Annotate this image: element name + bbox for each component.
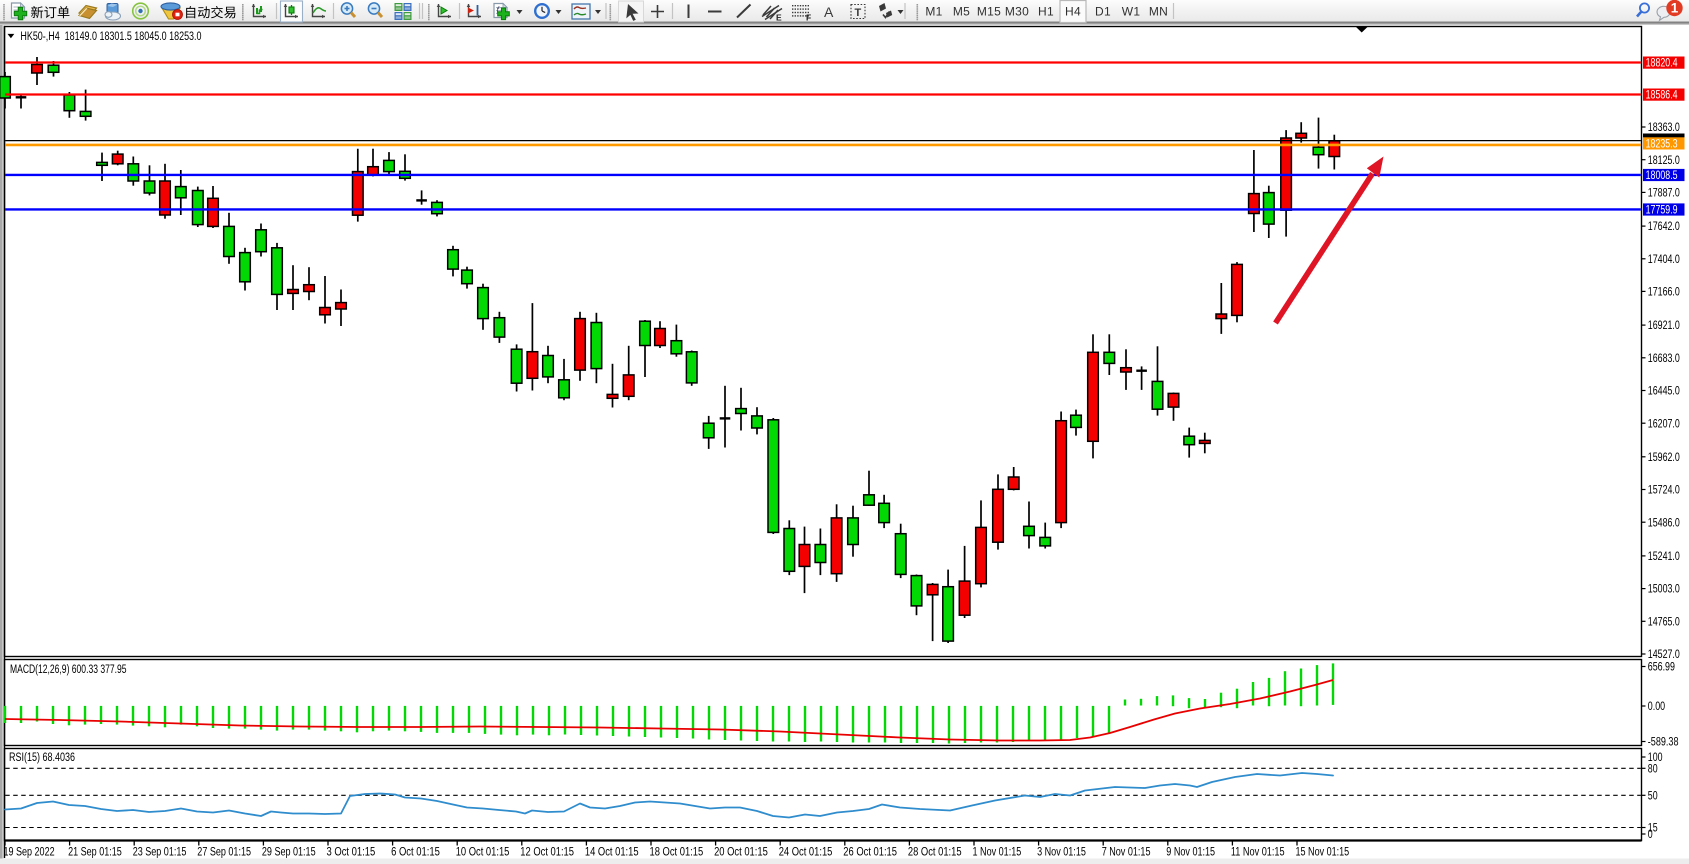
svg-text:D1: D1	[1095, 5, 1111, 19]
svg-text:T: T	[855, 7, 862, 19]
svg-text:M15: M15	[977, 5, 1001, 19]
svg-text:HK50-,H4 18149.0 18301.5 1804: HK50-,H4 18149.0 18301.5 18045.0 18253.0	[20, 29, 201, 43]
svg-text:9 Nov 01:15: 9 Nov 01:15	[1166, 845, 1215, 859]
svg-text:7 Nov 01:15: 7 Nov 01:15	[1102, 845, 1151, 859]
svg-text:18 Oct 01:15: 18 Oct 01:15	[650, 845, 704, 859]
svg-text:15486.0: 15486.0	[1648, 515, 1680, 529]
svg-text:15 Nov 01:15: 15 Nov 01:15	[1296, 845, 1350, 859]
svg-text:0.00: 0.00	[1648, 699, 1665, 713]
svg-text:11 Nov 01:15: 11 Nov 01:15	[1231, 845, 1285, 859]
svg-text:E: E	[776, 13, 782, 23]
svg-text:W1: W1	[1122, 5, 1141, 19]
svg-text:15962.0: 15962.0	[1648, 450, 1680, 464]
svg-text:MN: MN	[1149, 5, 1168, 19]
svg-text:-589.38: -589.38	[1648, 735, 1679, 749]
svg-text:0: 0	[1648, 827, 1653, 841]
svg-text:1: 1	[1671, 1, 1679, 16]
svg-text:80: 80	[1648, 761, 1658, 775]
svg-text:18008.5: 18008.5	[1646, 168, 1678, 182]
svg-text:H1: H1	[1038, 5, 1054, 19]
svg-text:656.99: 656.99	[1648, 660, 1675, 674]
svg-text:MACD(12,26,9) 600.33 377.95: MACD(12,26,9) 600.33 377.95	[10, 662, 127, 676]
svg-text:RSI(15) 68.4036: RSI(15) 68.4036	[9, 750, 75, 764]
svg-text:F: F	[806, 13, 811, 23]
svg-text:21 Sep 01:15: 21 Sep 01:15	[68, 845, 122, 859]
svg-text:16445.0: 16445.0	[1648, 384, 1680, 398]
svg-text:23 Sep 01:15: 23 Sep 01:15	[133, 845, 187, 859]
svg-text:10 Oct 01:15: 10 Oct 01:15	[456, 845, 510, 859]
svg-text:15241.0: 15241.0	[1648, 549, 1680, 563]
svg-text:f: f	[497, 5, 501, 15]
svg-text:24 Oct 01:15: 24 Oct 01:15	[779, 845, 833, 859]
svg-text:15724.0: 15724.0	[1648, 483, 1680, 497]
svg-text:17759.9: 17759.9	[1646, 203, 1678, 217]
svg-text:19 Sep 2022: 19 Sep 2022	[4, 845, 55, 859]
svg-text:17166.0: 17166.0	[1648, 285, 1680, 299]
svg-text:16207.0: 16207.0	[1648, 416, 1680, 430]
svg-text:6 Oct 01:15: 6 Oct 01:15	[391, 845, 440, 859]
svg-text:M1: M1	[925, 5, 942, 19]
svg-text:M5: M5	[953, 5, 970, 19]
svg-text:29 Sep 01:15: 29 Sep 01:15	[262, 845, 316, 859]
svg-text:28 Oct 01:15: 28 Oct 01:15	[908, 845, 962, 859]
svg-text:14527.0: 14527.0	[1648, 647, 1680, 661]
svg-text:18363.0: 18363.0	[1648, 120, 1680, 134]
svg-text:18235.3: 18235.3	[1646, 136, 1678, 150]
svg-text:16683.0: 16683.0	[1648, 351, 1680, 365]
svg-text:18125.0: 18125.0	[1648, 153, 1680, 167]
svg-text:20 Oct 01:15: 20 Oct 01:15	[714, 845, 768, 859]
svg-text:14 Oct 01:15: 14 Oct 01:15	[585, 845, 639, 859]
svg-text:15003.0: 15003.0	[1648, 582, 1680, 596]
svg-text:14765.0: 14765.0	[1648, 614, 1680, 628]
svg-text:15: 15	[1648, 821, 1658, 835]
svg-text:17887.0: 17887.0	[1648, 186, 1680, 200]
svg-text:18586.4: 18586.4	[1646, 88, 1678, 102]
svg-text:17642.0: 17642.0	[1648, 219, 1680, 233]
svg-text:3 Oct 01:15: 3 Oct 01:15	[327, 845, 376, 859]
svg-text:18820.4: 18820.4	[1646, 56, 1678, 70]
svg-text:27 Sep 01:15: 27 Sep 01:15	[197, 845, 251, 859]
svg-text:1 Nov 01:15: 1 Nov 01:15	[973, 845, 1022, 859]
svg-text:A: A	[824, 4, 834, 20]
svg-text:50: 50	[1648, 788, 1658, 802]
svg-text:M30: M30	[1005, 5, 1029, 19]
svg-text:3 Nov 01:15: 3 Nov 01:15	[1037, 845, 1086, 859]
svg-text:16921.0: 16921.0	[1648, 318, 1680, 332]
svg-text:100: 100	[1648, 750, 1663, 764]
svg-text:17404.0: 17404.0	[1648, 252, 1680, 266]
svg-text:12 Oct 01:15: 12 Oct 01:15	[520, 845, 574, 859]
svg-text:26 Oct 01:15: 26 Oct 01:15	[843, 845, 897, 859]
svg-text:H4: H4	[1065, 5, 1081, 19]
